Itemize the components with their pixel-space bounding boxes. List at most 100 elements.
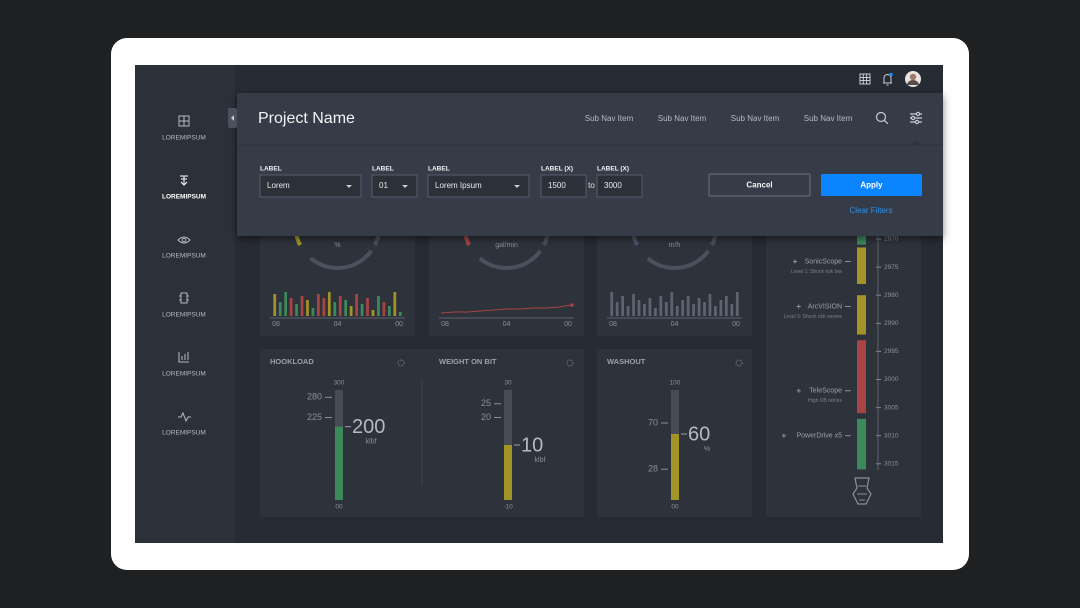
filter-knob bbox=[910, 115, 916, 121]
depth-segment bbox=[857, 295, 866, 335]
tick-label: 25 bbox=[481, 398, 491, 408]
gauge-unit: m/h bbox=[669, 242, 681, 249]
bar bbox=[703, 302, 706, 316]
depth-label: 2995 bbox=[884, 348, 899, 355]
search-handle bbox=[883, 119, 889, 125]
gauge-unit: % bbox=[334, 242, 340, 249]
bar bbox=[371, 310, 375, 316]
avatar-body bbox=[907, 80, 919, 85]
gauge-value: 10 bbox=[521, 434, 543, 456]
nav-label[interactable]: LOREMIPSUM bbox=[162, 194, 206, 201]
project-title: Project Name bbox=[258, 110, 355, 127]
sub-nav-item[interactable]: Sub Nav Item bbox=[585, 114, 634, 123]
range-separator: to bbox=[588, 181, 595, 190]
tick-label: 20 bbox=[481, 412, 491, 422]
bar bbox=[273, 294, 277, 316]
bar bbox=[621, 296, 625, 316]
depth-label: 2980 bbox=[884, 292, 899, 299]
apps-icon[interactable] bbox=[859, 73, 871, 85]
dropdown-arrow bbox=[514, 185, 520, 188]
clear-filters[interactable]: Clear Filters bbox=[849, 206, 892, 215]
filter-knob bbox=[914, 119, 920, 125]
tool-name: SonicScope bbox=[805, 258, 842, 265]
nav-icon[interactable] bbox=[177, 236, 191, 244]
field-value: 3000 bbox=[604, 181, 622, 190]
panel bbox=[429, 220, 584, 336]
gauge-unit: gal/min bbox=[495, 242, 518, 249]
depth-segment bbox=[857, 418, 866, 470]
dropdown[interactable] bbox=[371, 174, 418, 198]
settings-icon[interactable] bbox=[566, 359, 574, 367]
tick-label: -10 bbox=[503, 504, 513, 511]
bar bbox=[697, 298, 701, 316]
bar bbox=[311, 308, 315, 316]
settings-icon[interactable] bbox=[735, 359, 743, 367]
sub-nav-item[interactable]: Sub Nav Item bbox=[731, 114, 780, 123]
nav-label[interactable]: LOREMIPSUM bbox=[162, 430, 206, 437]
bar bbox=[278, 302, 282, 316]
nav-icon[interactable] bbox=[178, 115, 190, 127]
tool-plus bbox=[793, 259, 797, 264]
bar bbox=[692, 304, 695, 316]
nav-icon[interactable] bbox=[178, 411, 191, 423]
bar bbox=[724, 296, 728, 316]
dropdown[interactable] bbox=[427, 174, 530, 198]
depth-label: 2990 bbox=[884, 320, 899, 327]
dashboard: % gal/min m/h 08 04 00 08 04 00 08 04 00 HOOKLOAD 00 2… bbox=[260, 190, 921, 517]
nav-icon[interactable] bbox=[178, 352, 189, 363]
nav-icon[interactable] bbox=[179, 292, 189, 304]
overlay-panel bbox=[237, 93, 943, 236]
bar bbox=[387, 306, 391, 316]
field-label: LABEL bbox=[372, 166, 394, 173]
text-input[interactable] bbox=[596, 174, 643, 198]
bell-icon[interactable] bbox=[883, 74, 892, 86]
depth-segment bbox=[857, 340, 866, 414]
depth-label: 3000 bbox=[884, 376, 899, 383]
filter-overlay: Project Name Cancel Apply Clear Filters … bbox=[228, 93, 943, 236]
line bbox=[440, 304, 573, 314]
bar bbox=[719, 300, 723, 316]
tick-label: 70 bbox=[648, 417, 658, 427]
collapse-arrow bbox=[231, 115, 234, 121]
tool-note: Level 3: Shock risk severe bbox=[784, 314, 843, 320]
bar bbox=[398, 312, 402, 316]
bar bbox=[306, 300, 309, 316]
bar bbox=[377, 296, 380, 316]
cancel-button[interactable] bbox=[708, 173, 811, 197]
nav-label[interactable]: LOREMIPSUM bbox=[162, 135, 206, 142]
tool-name: ArcVISION bbox=[808, 303, 842, 310]
nav-label[interactable]: LOREMIPSUM bbox=[162, 312, 206, 319]
dropdown-arrow bbox=[346, 185, 352, 188]
apply-label: Apply bbox=[860, 181, 883, 190]
panel bbox=[597, 220, 752, 336]
bar bbox=[355, 294, 358, 316]
nav-icon[interactable] bbox=[180, 175, 188, 186]
nav-label[interactable]: LOREMIPSUM bbox=[162, 253, 206, 260]
search-icon[interactable] bbox=[875, 111, 887, 123]
x-tick-label: 04 bbox=[503, 321, 511, 328]
bar bbox=[300, 296, 304, 316]
notification-dot bbox=[889, 72, 893, 77]
apply-button[interactable] bbox=[821, 174, 922, 196]
depth-segment bbox=[857, 227, 866, 245]
field-label: LABEL bbox=[428, 166, 450, 173]
tick-label: 00 bbox=[671, 504, 679, 511]
text-input[interactable] bbox=[540, 174, 587, 198]
bar bbox=[322, 298, 326, 316]
nav-label[interactable]: LOREMIPSUM bbox=[162, 371, 206, 378]
x-tick-label: 04 bbox=[671, 321, 679, 328]
settings-icon[interactable] bbox=[397, 359, 405, 367]
tick-label: 30 bbox=[504, 380, 512, 387]
bar bbox=[327, 292, 331, 316]
dropdown[interactable] bbox=[259, 174, 362, 198]
tick-label: 300 bbox=[334, 380, 345, 387]
bar bbox=[338, 296, 342, 316]
bar bbox=[714, 306, 717, 316]
sub-nav-item[interactable]: Sub Nav Item bbox=[658, 114, 707, 123]
field-label: LABEL bbox=[260, 166, 282, 173]
sub-nav-item[interactable]: Sub Nav Item bbox=[804, 114, 853, 123]
field-value: 01 bbox=[379, 181, 388, 190]
gauge-value: 200 bbox=[352, 416, 385, 438]
bar bbox=[295, 304, 298, 316]
